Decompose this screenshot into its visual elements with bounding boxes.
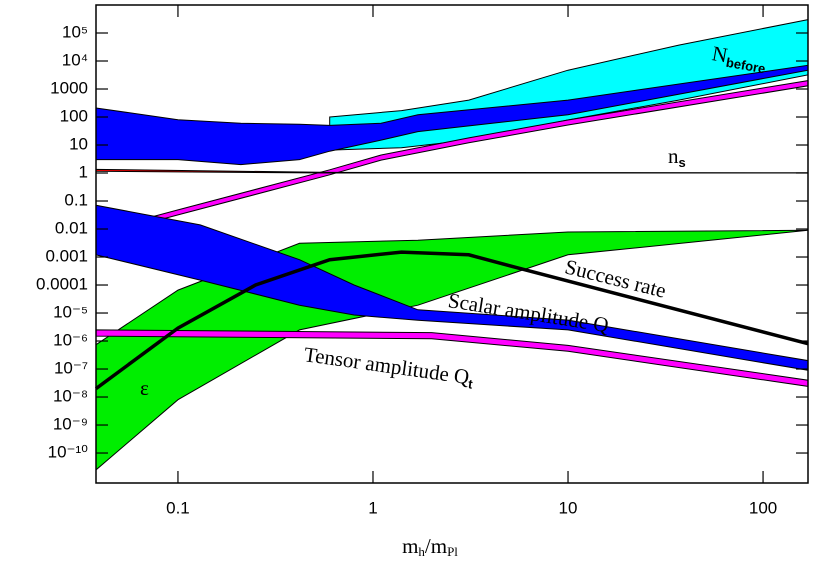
- x-tick-label: 10: [559, 498, 578, 517]
- annotation: ε: [140, 376, 149, 400]
- annotation-sub: s: [679, 155, 686, 170]
- y-tick-label: 1: [79, 162, 88, 181]
- y-tick-label: 10⁻⁷: [54, 359, 88, 378]
- x-axis-label: mh/mPl: [402, 534, 458, 559]
- x-tick-label: 100: [749, 498, 777, 517]
- y-tick-label: 10⁵: [62, 22, 88, 41]
- y-tick-label: 0.001: [45, 246, 88, 265]
- y-tick-label: 10⁻⁸: [53, 387, 88, 406]
- annotation: Scalar amplitude Q: [446, 288, 610, 337]
- annotation-sub: t: [467, 377, 474, 393]
- y-tick-label: 100: [60, 106, 88, 125]
- annotation-sub: before: [725, 55, 767, 77]
- y-tick-label: 10: [69, 134, 88, 153]
- y-tick-label: 1000: [50, 78, 88, 97]
- annotation: Nbefore: [710, 41, 769, 77]
- y-tick-label: 0.0001: [36, 274, 88, 293]
- frame: [95, 4, 809, 484]
- y-tick-label: 10⁻⁶: [53, 331, 88, 350]
- annotation: ns: [668, 144, 686, 171]
- y-tick-label: 0.01: [55, 218, 88, 237]
- x-label-sub: h: [418, 544, 425, 559]
- annotation-text: n: [668, 144, 679, 168]
- y-tick-label: 10⁻⁵: [53, 302, 88, 321]
- y-tick-label: 10⁻¹⁰: [48, 443, 89, 462]
- y-tick-label: 0.1: [64, 190, 88, 209]
- line: [94, 250, 809, 391]
- annotation-text: Tensor amplitude Q: [303, 342, 471, 389]
- x-label-part: m: [402, 534, 418, 558]
- y-tick-label: 10⁴: [62, 50, 88, 69]
- plot-area: [94, 18, 809, 471]
- x-tick-label: 0.1: [166, 498, 190, 517]
- x-label-part: /m: [425, 534, 447, 558]
- band: [95, 168, 809, 174]
- annotation: Tensor amplitude Qt: [302, 342, 476, 392]
- x-tick-label: 1: [368, 498, 377, 517]
- x-label-sub: Pl: [447, 544, 458, 559]
- annotation-text: Scalar amplitude Q: [446, 288, 610, 337]
- annotation-text: N: [710, 41, 729, 67]
- y-tick-label: 10⁻⁹: [53, 415, 88, 434]
- annotation-text: ε: [140, 376, 149, 400]
